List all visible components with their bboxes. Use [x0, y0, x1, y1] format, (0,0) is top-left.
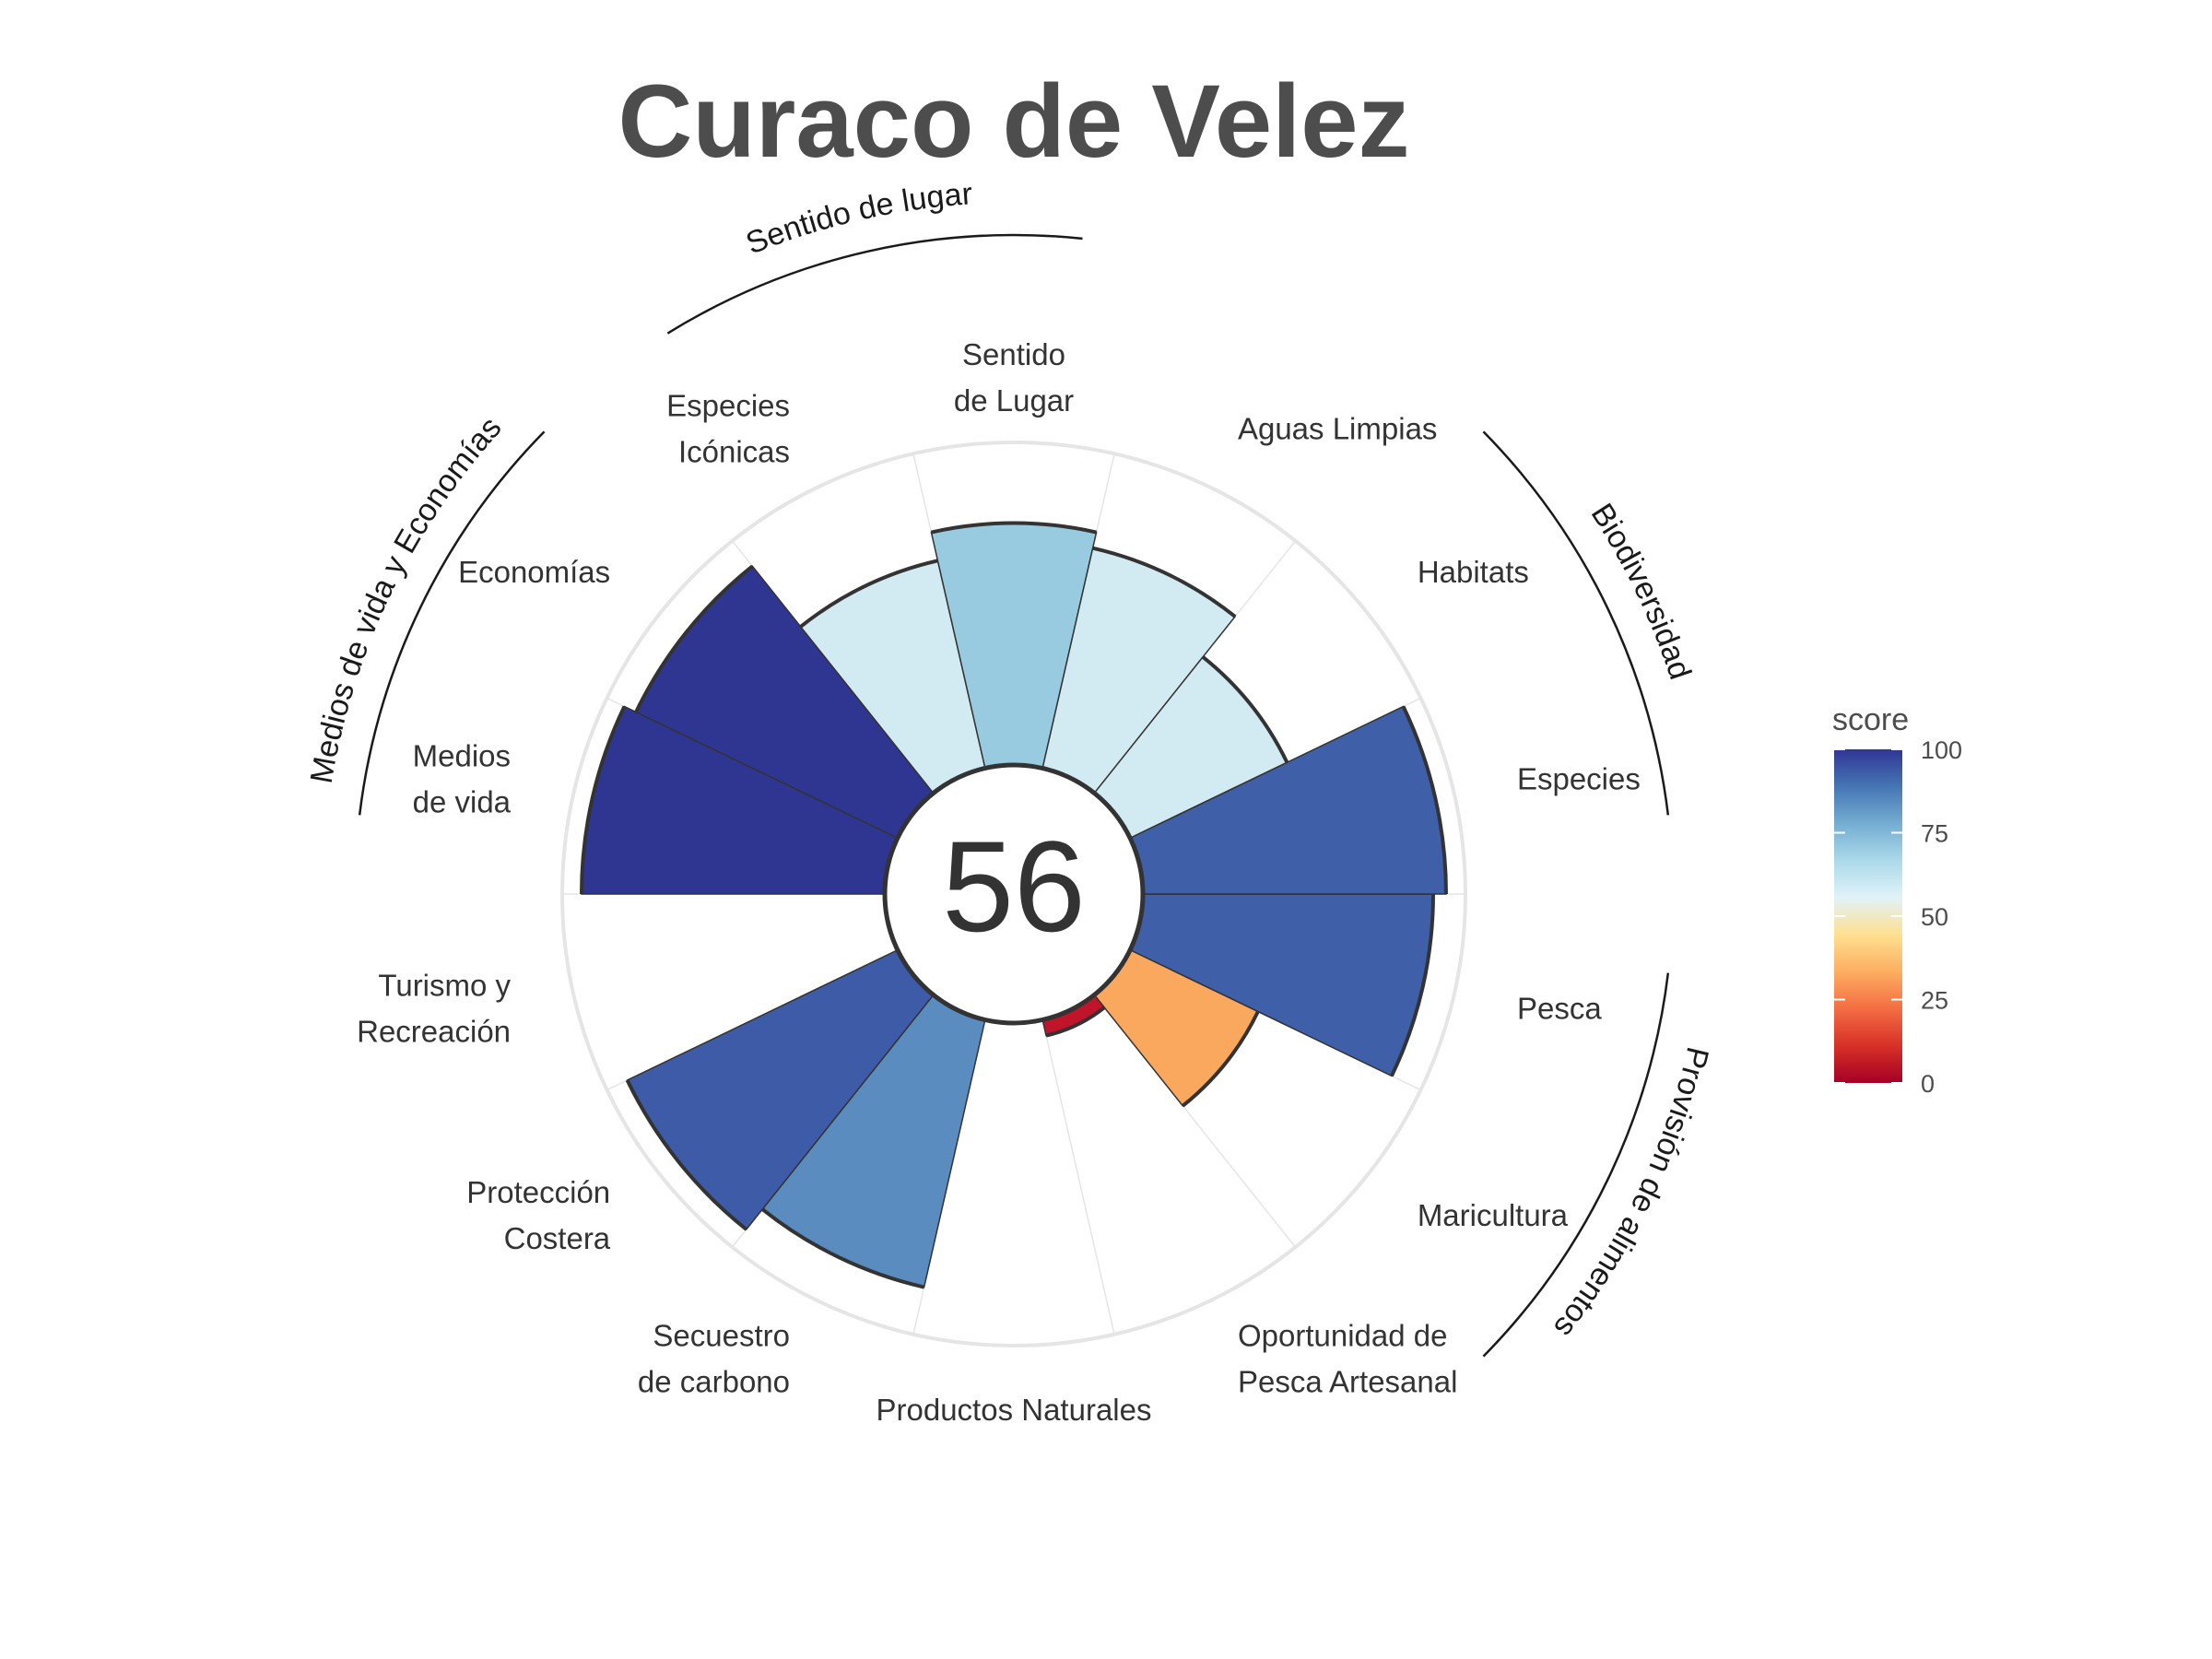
category-label: Aguas Limpias — [1238, 411, 1437, 445]
category-label: Secuestro de carbono — [638, 1319, 790, 1399]
center-circle — [882, 762, 1146, 1026]
bar-outline — [760, 1207, 925, 1289]
group-arc — [1482, 430, 1670, 816]
bar-outline — [1182, 1010, 1260, 1108]
group-label: Medios de vida y Economías — [304, 410, 509, 786]
grid-spoke — [1041, 1019, 1115, 1335]
bar-outline — [625, 1079, 748, 1231]
category-label: Productos Naturales — [877, 1393, 1152, 1427]
category-label: Oportunidad de Pesca Artesanal — [1238, 1319, 1457, 1399]
bar-outline — [799, 559, 938, 629]
chart-title: Curaco de Velez — [618, 64, 1409, 179]
color-legend: score 0 25 50 75 100 — [1832, 702, 1962, 1098]
rose-bars — [580, 521, 1448, 1289]
bar-outline — [634, 564, 754, 713]
group-label: Biodiversidad — [1584, 498, 1698, 684]
category-labels: Pesca Maricultura Oportunidad de Pesca Arte… — [357, 337, 1641, 1427]
group-arc — [666, 233, 1083, 335]
category-label: Turismo y Recreación — [357, 969, 511, 1049]
bar-outline — [1092, 546, 1237, 618]
legend-colorbar — [1834, 749, 1902, 1083]
group-label: Provisión de alimentos — [1547, 1043, 1715, 1344]
category-label: Especies — [1517, 761, 1641, 795]
legend-tick-label: 0 — [1921, 1070, 1935, 1098]
legend-tick-label: 25 — [1921, 987, 1948, 1015]
bar-outline — [1045, 1006, 1106, 1038]
overall-score: 56 — [942, 814, 1086, 959]
group-label: Sentido de lugar — [741, 176, 973, 261]
category-label: Medios de vida — [413, 738, 512, 818]
bar-outline — [1401, 705, 1448, 895]
category-label: Habitats — [1418, 555, 1529, 589]
bar-outline — [930, 521, 1098, 535]
category-label: Especies Icónicas — [666, 388, 790, 468]
bar-outline — [580, 705, 627, 895]
group-arc — [1482, 972, 1670, 1358]
group-arc — [358, 430, 546, 816]
legend-title: score — [1832, 702, 1909, 737]
bar-outline — [1201, 655, 1289, 764]
legend-tick-label: 50 — [1921, 903, 1948, 931]
category-label: Economías — [458, 555, 610, 589]
legend-tick-label: 75 — [1921, 820, 1948, 848]
bar-outline — [1390, 893, 1435, 1077]
category-label: Maricultura — [1418, 1198, 1569, 1232]
legend-tick-label: 100 — [1921, 736, 1962, 764]
category-label: Pesca — [1517, 992, 1602, 1026]
category-label: Sentido de Lugar — [954, 337, 1074, 418]
category-label: Protección Costera — [466, 1175, 611, 1255]
